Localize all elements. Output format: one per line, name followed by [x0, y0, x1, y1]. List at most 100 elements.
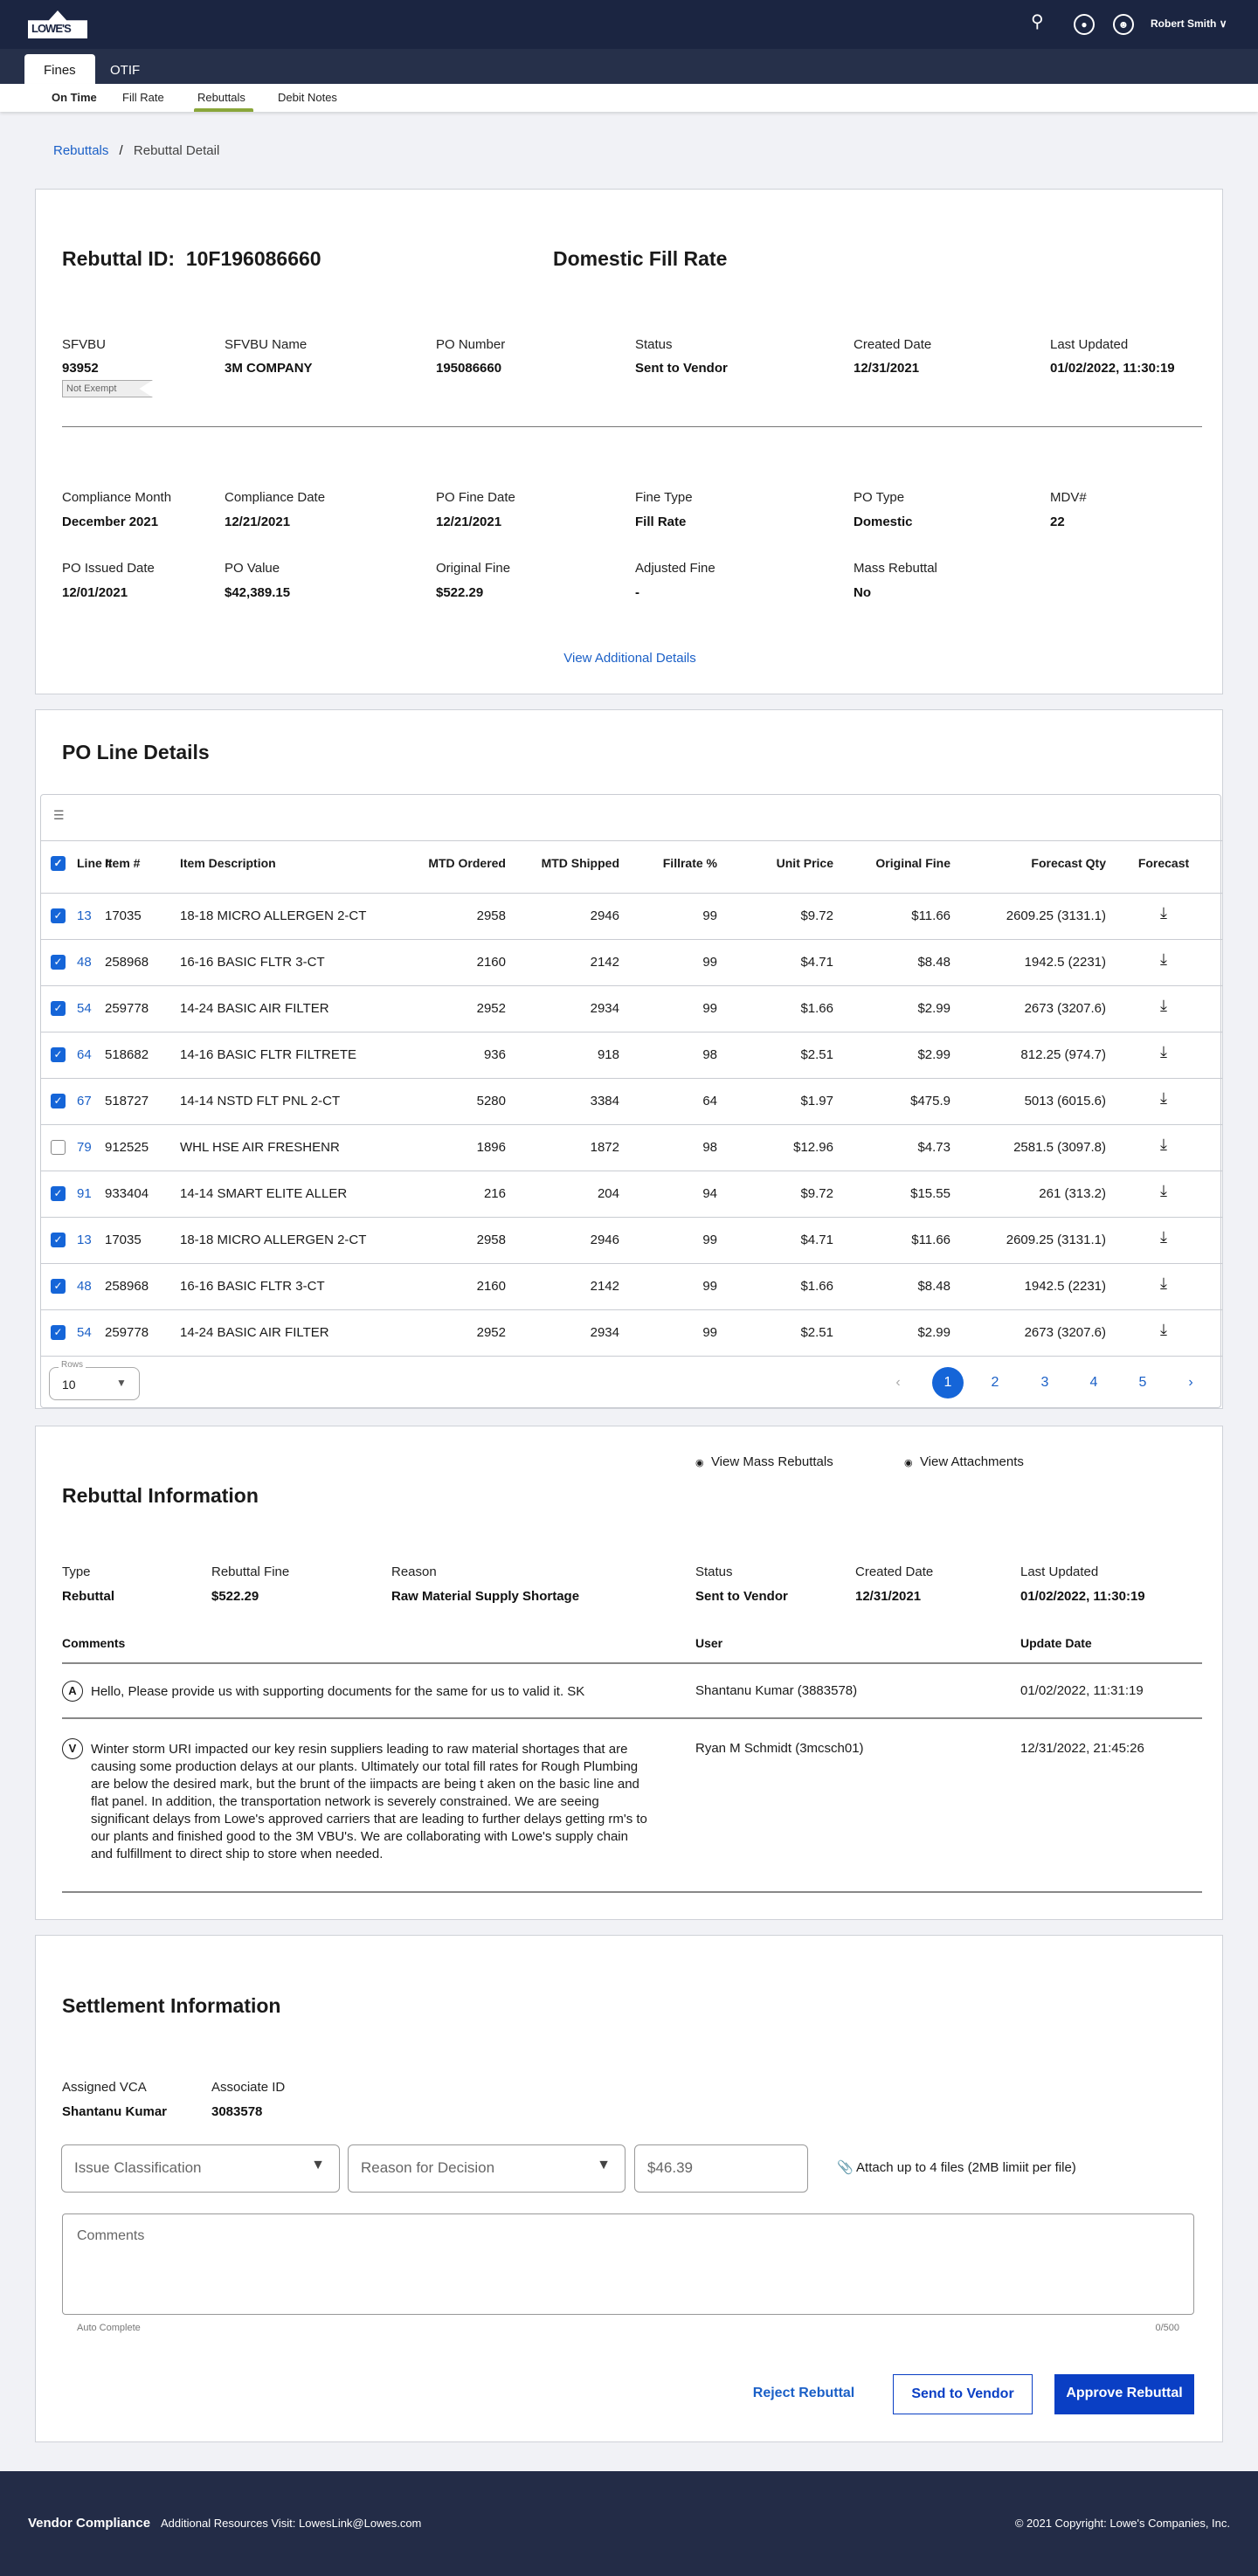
page-button[interactable]: 2 [991, 1375, 999, 1390]
comments-placeholder: Comments [77, 2228, 145, 2243]
download-icon[interactable]: ⤓ [1160, 1136, 1167, 1153]
row-checkbox[interactable] [51, 1140, 66, 1155]
column-header[interactable]: Item Description [180, 856, 276, 870]
search-icon[interactable]: ⚲ [1031, 12, 1044, 31]
next-page-button[interactable]: › [1188, 1375, 1193, 1390]
row-checkbox[interactable]: ✓ [51, 955, 66, 970]
cell-line[interactable]: 13 [77, 908, 92, 923]
user-menu[interactable]: Robert Smith ∨ [1151, 17, 1227, 30]
cell-line[interactable]: 91 [77, 1186, 92, 1201]
reject-rebuttal-button[interactable]: Reject Rebuttal [752, 2386, 855, 2400]
user-name: Robert Smith [1151, 17, 1217, 30]
row-checkbox[interactable]: ✓ [51, 908, 66, 923]
download-icon[interactable]: ⤓ [1160, 1182, 1167, 1199]
prev-page-button[interactable]: ‹ [895, 1375, 901, 1390]
issue-classification-select[interactable]: Issue Classification ▼ [61, 2144, 340, 2193]
row-checkbox[interactable]: ✓ [51, 1233, 66, 1247]
comment-date: 12/31/2022, 21:45:26 [1020, 1741, 1144, 1756]
page-button[interactable]: 5 [1138, 1375, 1147, 1390]
cell-line[interactable]: 67 [77, 1094, 92, 1108]
bell-icon[interactable]: ● [1074, 14, 1095, 35]
user-icon[interactable]: ☻ [1113, 14, 1134, 35]
column-header[interactable]: Item # [105, 856, 141, 870]
cell-item: 912525 [105, 1140, 149, 1155]
row-checkbox[interactable]: ✓ [51, 1047, 66, 1062]
filter-icon[interactable]: ☰ [53, 808, 65, 822]
field-label: Rebuttal Fine [211, 1564, 290, 1579]
download-icon[interactable]: ⤓ [1160, 904, 1167, 922]
field-label: Created Date [854, 337, 932, 352]
field-value: Rebuttal [62, 1589, 114, 1604]
select-all-checkbox[interactable]: ✓ [51, 856, 66, 871]
cell-fill: 99 [702, 1001, 717, 1016]
download-icon[interactable]: ⤓ [1160, 1321, 1167, 1338]
row-checkbox[interactable]: ✓ [51, 1094, 66, 1108]
download-icon[interactable]: ⤓ [1160, 950, 1167, 968]
column-header[interactable]: Original Fine [875, 856, 950, 870]
divider [62, 1717, 1202, 1719]
cell-line[interactable]: 79 [77, 1140, 92, 1155]
send-to-vendor-button[interactable]: Send to Vendor [893, 2374, 1033, 2414]
view-additional-details-link[interactable]: View Additional Details [36, 651, 1224, 666]
tab-otif[interactable]: OTIF [110, 63, 141, 78]
page-button[interactable]: 1 [932, 1367, 964, 1398]
lowes-logo[interactable]: LOWE'S [28, 10, 87, 38]
page-button[interactable]: 3 [1040, 1375, 1049, 1390]
column-header[interactable]: MTD Ordered [428, 856, 506, 870]
row-checkbox[interactable]: ✓ [51, 1279, 66, 1294]
paperclip-icon: 📎 [837, 2160, 854, 2175]
column-header[interactable]: MTD Shipped [541, 856, 619, 870]
cell-line[interactable]: 48 [77, 955, 92, 970]
field-value: - [635, 585, 639, 600]
cell-fine: $11.66 [911, 1233, 950, 1247]
cell-line[interactable]: 13 [77, 1233, 92, 1247]
column-header[interactable]: Line # [77, 856, 113, 870]
cell-line[interactable]: 64 [77, 1047, 92, 1062]
subnav-fill-rate[interactable]: Fill Rate [122, 91, 164, 104]
cell-line[interactable]: 54 [77, 1325, 92, 1340]
column-header[interactable]: Forecast Qty [1031, 856, 1106, 870]
view-attachments-link[interactable]: ◉ View Attachments [904, 1454, 1024, 1469]
download-icon[interactable]: ⤓ [1160, 1228, 1167, 1246]
cell-line[interactable]: 54 [77, 1001, 92, 1016]
field-label: Reason [391, 1564, 437, 1579]
caret-down-icon: ▼ [597, 2158, 611, 2172]
subnav-on-time[interactable]: On Time [52, 91, 97, 104]
footer-resources[interactable]: Additional Resources Visit: LowesLink@Lo… [161, 2517, 422, 2530]
download-icon[interactable]: ⤓ [1160, 1274, 1167, 1292]
download-icon[interactable]: ⤓ [1160, 1043, 1167, 1060]
cell-fq: 2609.25 (3131.1) [1006, 1233, 1106, 1247]
field-value: 01/02/2022, 11:30:19 [1050, 361, 1175, 376]
download-icon[interactable]: ⤓ [1160, 997, 1167, 1014]
row-checkbox[interactable]: ✓ [51, 1325, 66, 1340]
comment-user: Ryan M Schmidt (3mcsch01) [695, 1741, 864, 1756]
field-value: $42,389.15 [225, 585, 291, 600]
field-value: 195086660 [436, 361, 502, 376]
column-header[interactable]: Fillrate % [662, 856, 717, 870]
cell-ordered: 5280 [476, 1094, 506, 1108]
approve-rebuttal-button[interactable]: Approve Rebuttal [1054, 2374, 1194, 2414]
view-mass-rebuttals-link[interactable]: ◉ View Mass Rebuttals [695, 1454, 833, 1469]
comments-textarea[interactable]: Comments [62, 2213, 1194, 2315]
cell-shipped: 2946 [590, 1233, 619, 1247]
download-icon[interactable]: ⤓ [1160, 1089, 1167, 1107]
rebuttal-info-card: ◉ View Mass Rebuttals ◉ View Attachments… [35, 1426, 1223, 1920]
subnav-debit-notes[interactable]: Debit Notes [278, 91, 337, 104]
cell-line[interactable]: 48 [77, 1279, 92, 1294]
row-checkbox[interactable]: ✓ [51, 1186, 66, 1201]
amount-input[interactable]: $46.39 [634, 2144, 808, 2193]
page-button[interactable]: 4 [1089, 1375, 1098, 1390]
fine-type-title: Domestic Fill Rate [553, 247, 728, 270]
tab-fines[interactable]: Fines [24, 54, 95, 84]
rows-per-page-select[interactable]: Rows 10 ▼ [49, 1360, 140, 1400]
reason-for-decision-select[interactable]: Reason for Decision ▼ [348, 2144, 626, 2193]
cell-ordered: 1896 [476, 1140, 506, 1155]
field-label: Created Date [855, 1564, 934, 1579]
breadcrumb-rebuttals[interactable]: Rebuttals [53, 143, 109, 158]
cell-fine: $2.99 [917, 1047, 950, 1062]
attach-files-link[interactable]: 📎 Attach up to 4 files (2MB limiit per f… [837, 2159, 1076, 2175]
row-checkbox[interactable]: ✓ [51, 1001, 66, 1016]
subnav-rebuttals[interactable]: Rebuttals [197, 91, 245, 104]
column-header[interactable]: Unit Price [776, 856, 833, 870]
footer: Vendor Compliance Additional Resources V… [0, 2471, 1258, 2576]
